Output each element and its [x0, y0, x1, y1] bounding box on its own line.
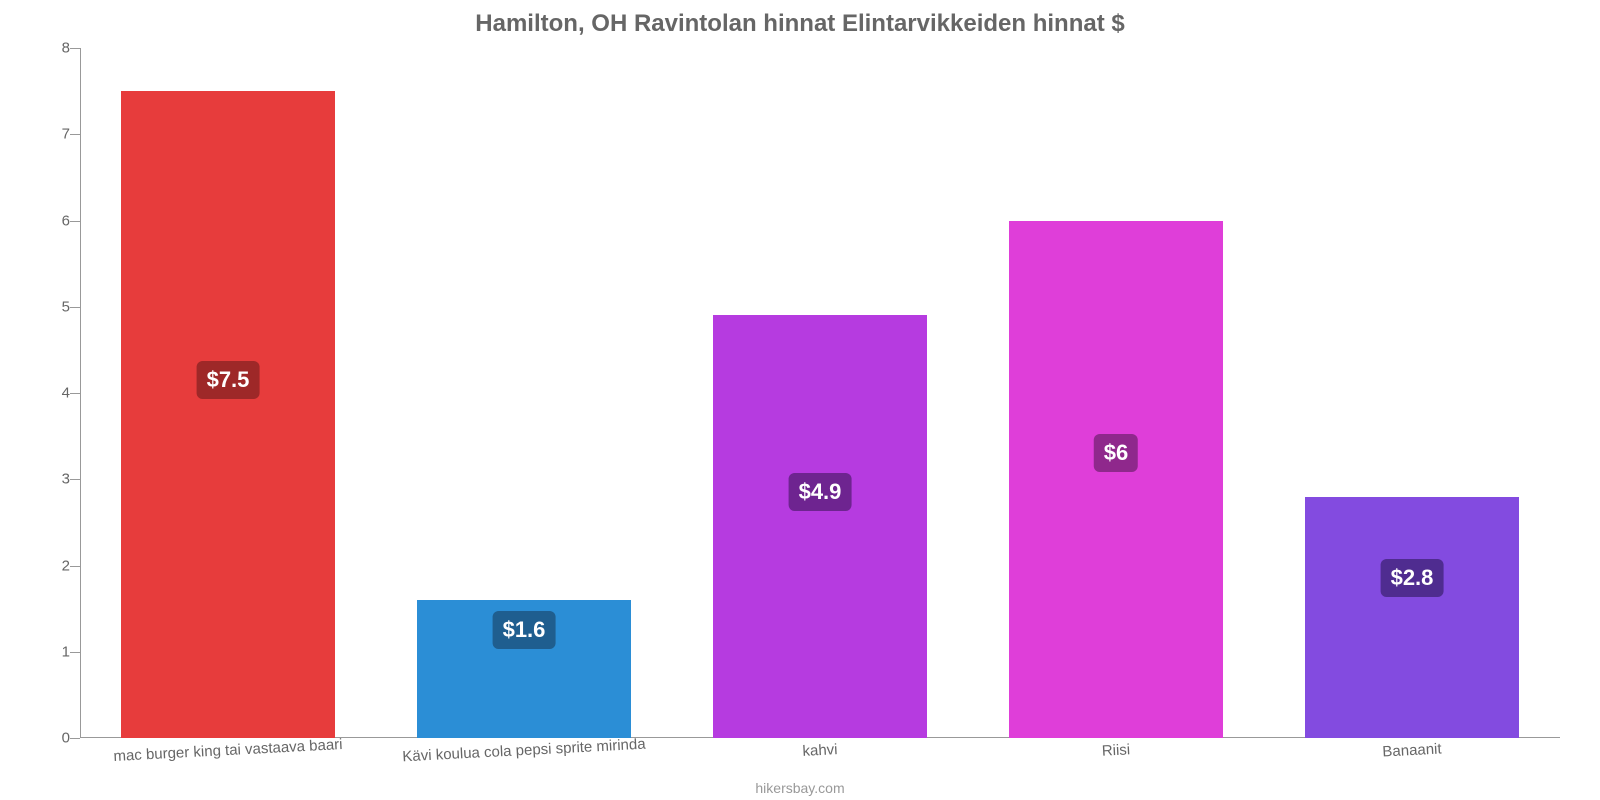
y-tick-label: 8: [40, 40, 70, 57]
y-tick-label: 7: [40, 126, 70, 143]
y-tick: [70, 566, 80, 567]
bar: [1009, 221, 1222, 739]
value-badge: $1.6: [493, 611, 556, 649]
bar: [713, 315, 926, 738]
value-badge: $4.9: [789, 473, 852, 511]
bars-container: $7.5 $1.6 $4.9 $6 $2.8: [80, 48, 1560, 738]
y-tick: [70, 652, 80, 653]
y-tick: [70, 221, 80, 222]
value-badge: $6: [1094, 434, 1138, 472]
plot-area: $7.5$1.6$4.9$6$2.8 012345678: [80, 48, 1560, 738]
y-tick-label: 4: [40, 385, 70, 402]
value-badge: $2.8: [1381, 559, 1444, 597]
x-axis-label: Kävi koulua cola pepsi sprite mirinda: [402, 736, 646, 766]
y-tick-label: 5: [40, 298, 70, 315]
bar: [121, 91, 334, 738]
y-tick: [70, 48, 80, 49]
y-tick: [70, 393, 80, 394]
y-tick: [70, 307, 80, 308]
y-tick-label: 6: [40, 212, 70, 229]
x-axis-label: kahvi: [802, 741, 838, 760]
value-badge: $7.5: [197, 361, 260, 399]
price-bar-chart: Hamilton, OH Ravintolan hinnat Elintarvi…: [0, 0, 1600, 800]
attribution-text: hikersbay.com: [0, 780, 1600, 796]
x-axis-labels: mac burger king tai vastaava baariKävi k…: [80, 742, 1560, 782]
y-tick-label: 1: [40, 643, 70, 660]
x-axis-label: Banaanit: [1382, 740, 1442, 760]
y-tick: [70, 134, 80, 135]
chart-title: Hamilton, OH Ravintolan hinnat Elintarvi…: [0, 10, 1600, 38]
y-tick-label: 3: [40, 471, 70, 488]
x-axis-label: mac burger king tai vastaava baari: [113, 736, 343, 765]
y-tick: [70, 738, 80, 739]
y-tick-label: 2: [40, 557, 70, 574]
y-tick: [70, 479, 80, 480]
bar: [1305, 497, 1518, 739]
y-tick-label: 0: [40, 730, 70, 747]
x-axis-label: Riisi: [1101, 741, 1130, 759]
